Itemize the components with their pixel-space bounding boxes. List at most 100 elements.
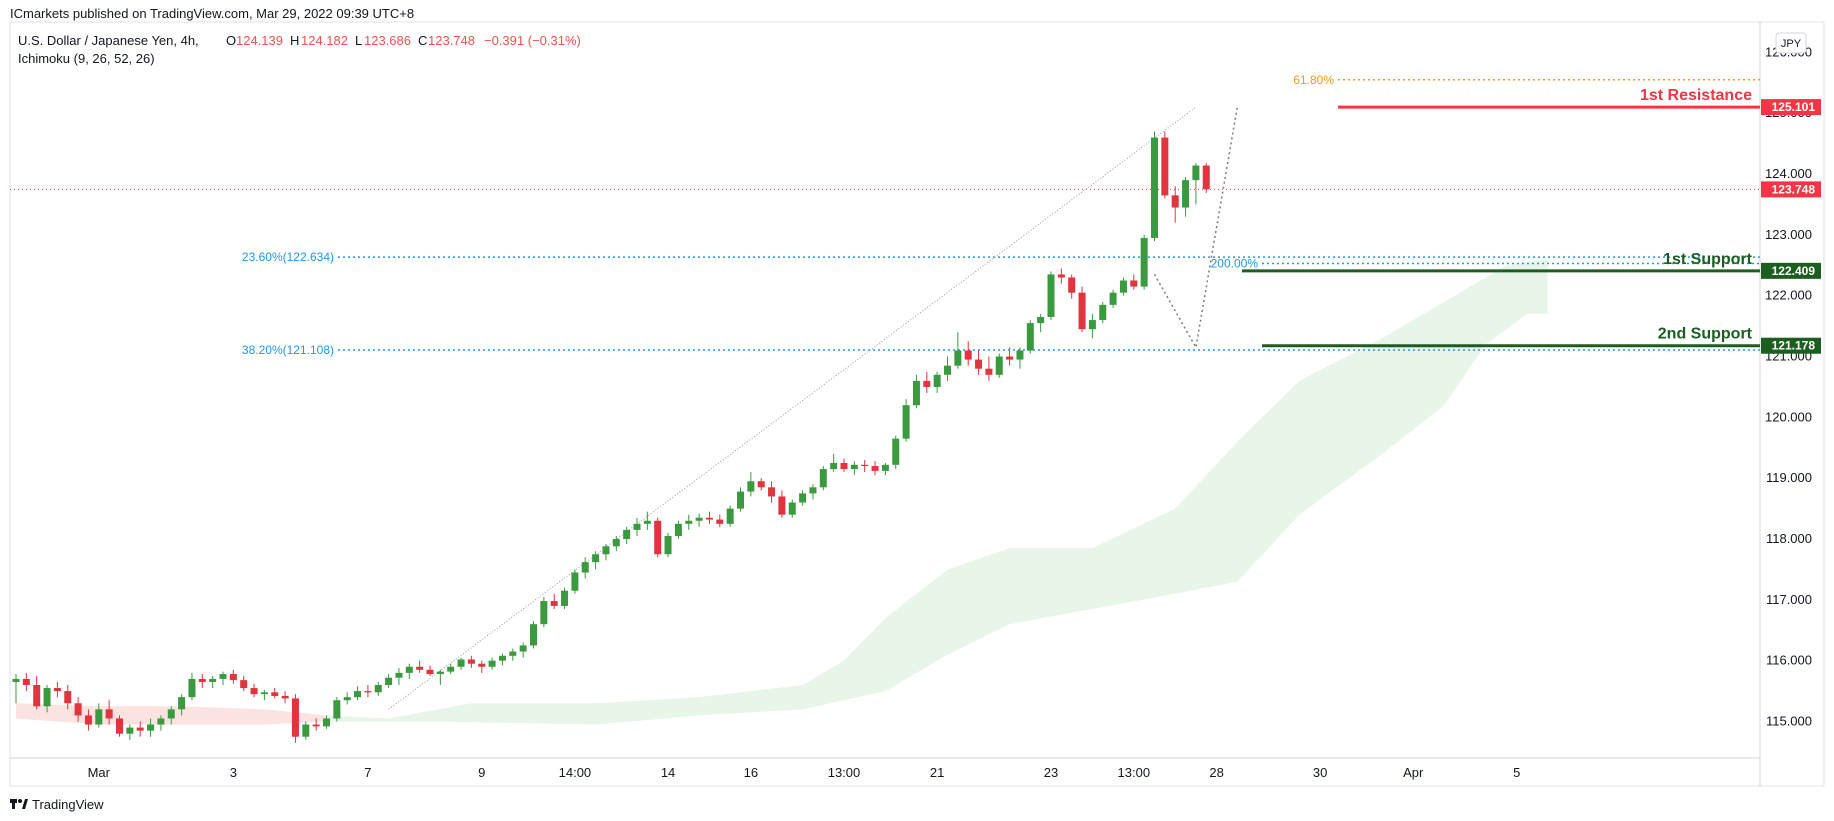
candle xyxy=(705,511,713,524)
candle-body xyxy=(33,685,41,707)
candle-body xyxy=(1202,165,1210,190)
candle-body xyxy=(830,462,838,470)
candle xyxy=(695,513,703,527)
resistance-label: 1st Resistance xyxy=(1640,87,1752,104)
candle xyxy=(354,686,362,701)
candle xyxy=(416,660,424,673)
candle-body xyxy=(1088,320,1096,330)
candle-body xyxy=(136,727,144,731)
candle-body xyxy=(229,674,237,681)
candle-body xyxy=(519,645,527,652)
candle-body xyxy=(271,692,279,696)
candle-body xyxy=(95,709,103,725)
candle-body xyxy=(1130,280,1138,287)
candle xyxy=(250,683,258,698)
candle-body xyxy=(944,365,951,375)
candle-body xyxy=(861,464,869,467)
candle-body xyxy=(312,724,320,727)
time-tick-label: 3 xyxy=(230,765,237,780)
candle-body xyxy=(405,666,413,673)
candle xyxy=(1088,313,1096,339)
candle-body xyxy=(550,601,558,606)
ohlc-readout: O 124.139 H 124.182 L 123.686 C 123.748 … xyxy=(226,33,581,48)
candle-body xyxy=(364,691,372,693)
candle xyxy=(716,514,724,527)
candle xyxy=(136,721,144,737)
candle xyxy=(436,669,444,686)
candle xyxy=(799,490,807,506)
candle xyxy=(271,688,279,699)
candle-body xyxy=(612,539,620,547)
candle xyxy=(478,660,486,673)
candle xyxy=(1037,313,1045,333)
currency-button[interactable]: JPY xyxy=(1775,32,1807,54)
candle-body xyxy=(778,496,786,515)
candle-body xyxy=(1151,137,1158,238)
candle-body xyxy=(933,374,941,387)
tradingview-logo-icon xyxy=(10,799,28,809)
candle xyxy=(768,481,776,503)
fib-extension-label: 200.00% xyxy=(1211,256,1259,270)
support2-price-tag-text: 121.178 xyxy=(1772,339,1816,353)
candle xyxy=(291,694,299,743)
candle xyxy=(12,674,20,704)
candle xyxy=(374,681,382,696)
candle-body xyxy=(426,669,434,675)
candle xyxy=(602,543,610,561)
candle xyxy=(592,551,600,570)
tradingview-logo[interactable]: TradingView xyxy=(10,797,104,812)
candle-body xyxy=(116,718,123,734)
candle xyxy=(809,484,817,500)
candles xyxy=(12,131,1210,743)
candle xyxy=(64,685,72,710)
candle xyxy=(260,689,268,701)
candle-body xyxy=(809,487,817,494)
ohlc-o-label: O xyxy=(226,33,236,48)
candle xyxy=(333,697,341,722)
candle-body xyxy=(1047,274,1055,318)
candle xyxy=(840,458,848,473)
candle-body xyxy=(53,688,61,692)
candle xyxy=(198,674,206,689)
candle xyxy=(902,399,910,442)
candle xyxy=(944,356,951,381)
fib-retracement-label: 38.20%(121.108) xyxy=(242,343,334,357)
candle-body xyxy=(654,520,662,555)
candle-body xyxy=(84,715,92,725)
candle-body xyxy=(902,405,910,439)
candle-body xyxy=(302,724,310,737)
candle xyxy=(426,665,434,676)
candle-body xyxy=(1171,195,1179,208)
candle-body xyxy=(819,469,827,488)
candle-body xyxy=(768,487,776,497)
candle-body xyxy=(581,562,589,573)
candle-body xyxy=(188,678,196,698)
fib-extension-label: 61.80% xyxy=(1293,73,1334,87)
support-label: 1st Support xyxy=(1663,251,1753,268)
candle xyxy=(964,341,972,366)
candle xyxy=(157,715,165,731)
candle-body xyxy=(1026,323,1034,351)
candle xyxy=(395,667,403,686)
indicator-label[interactable]: Ichimoku (9, 26, 52, 26) xyxy=(18,51,155,66)
time-tick-label: 13:00 xyxy=(1118,765,1151,780)
candle-body xyxy=(291,698,299,737)
candle-body xyxy=(498,655,506,661)
candle xyxy=(405,663,413,679)
candle xyxy=(219,671,227,686)
candle-body xyxy=(530,624,537,646)
time-axis: Mar 3 7 9 14:00 14 16 13:00 21 23 13:00 28 30 Apr 5 xyxy=(88,765,1521,780)
price-tick-label: 122.000 xyxy=(1765,288,1812,303)
candle-body xyxy=(1119,280,1127,293)
time-tick-label: 7 xyxy=(364,765,371,780)
candle xyxy=(43,685,51,713)
candle xyxy=(995,353,1003,378)
support2-price-tag: 121.178 xyxy=(1761,337,1821,354)
candle xyxy=(364,685,372,698)
candle xyxy=(1140,234,1148,290)
candle xyxy=(229,669,237,684)
candle xyxy=(343,692,351,705)
candle xyxy=(861,459,869,473)
cloud-bullish xyxy=(326,259,1548,725)
